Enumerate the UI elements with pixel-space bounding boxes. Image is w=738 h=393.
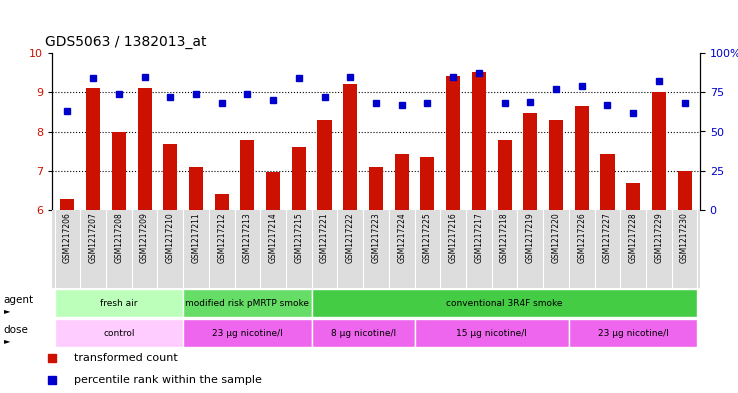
Text: GSM1217211: GSM1217211 xyxy=(191,212,201,263)
Text: GSM1217213: GSM1217213 xyxy=(243,212,252,263)
Text: modified risk pMRTP smoke: modified risk pMRTP smoke xyxy=(185,299,309,307)
Text: GSM1217216: GSM1217216 xyxy=(449,212,458,263)
Text: GSM1217215: GSM1217215 xyxy=(294,212,303,263)
Bar xyxy=(266,172,280,210)
Text: GSM1217210: GSM1217210 xyxy=(166,212,175,263)
Text: control: control xyxy=(103,329,134,338)
Text: GSM1217229: GSM1217229 xyxy=(655,212,663,263)
Bar xyxy=(343,84,357,210)
Text: fresh air: fresh air xyxy=(100,299,137,307)
Text: ►: ► xyxy=(4,336,10,345)
Bar xyxy=(292,147,306,210)
Text: GSM1217219: GSM1217219 xyxy=(525,212,535,263)
Text: 15 μg nicotine/l: 15 μg nicotine/l xyxy=(456,329,527,338)
Bar xyxy=(652,92,666,210)
Bar xyxy=(55,319,183,347)
Bar xyxy=(189,167,203,210)
Bar xyxy=(317,120,331,210)
Text: GSM1217228: GSM1217228 xyxy=(629,212,638,263)
Bar xyxy=(61,199,75,210)
Bar xyxy=(472,72,486,210)
Text: agent: agent xyxy=(4,295,34,305)
Text: GSM1217206: GSM1217206 xyxy=(63,212,72,263)
Bar xyxy=(86,88,100,210)
Bar xyxy=(311,319,415,347)
Text: GDS5063 / 1382013_at: GDS5063 / 1382013_at xyxy=(44,35,206,49)
Bar xyxy=(215,193,229,210)
Text: GSM1217227: GSM1217227 xyxy=(603,212,612,263)
Bar xyxy=(137,88,151,210)
Text: GSM1217230: GSM1217230 xyxy=(680,212,689,263)
Text: GSM1217220: GSM1217220 xyxy=(551,212,560,263)
Text: conventional 3R4F smoke: conventional 3R4F smoke xyxy=(446,299,563,307)
Bar xyxy=(395,154,409,210)
Text: 23 μg nicotine/l: 23 μg nicotine/l xyxy=(598,329,669,338)
Text: dose: dose xyxy=(4,325,29,335)
Bar xyxy=(626,183,640,210)
Text: GSM1217207: GSM1217207 xyxy=(89,212,97,263)
Bar xyxy=(421,157,435,210)
Bar xyxy=(55,288,183,318)
Text: GSM1217218: GSM1217218 xyxy=(500,212,509,263)
Bar xyxy=(163,144,177,210)
Bar xyxy=(497,140,511,210)
Bar xyxy=(241,140,255,210)
Text: GSM1217217: GSM1217217 xyxy=(475,212,483,263)
Text: 8 μg nicotine/l: 8 μg nicotine/l xyxy=(331,329,396,338)
Text: GSM1217221: GSM1217221 xyxy=(320,212,329,263)
Text: 23 μg nicotine/l: 23 μg nicotine/l xyxy=(212,329,283,338)
Bar xyxy=(183,319,311,347)
Text: GSM1217214: GSM1217214 xyxy=(269,212,277,263)
Bar xyxy=(111,132,126,210)
Text: GSM1217208: GSM1217208 xyxy=(114,212,123,263)
Bar xyxy=(677,171,692,210)
Bar xyxy=(311,288,697,318)
Text: GSM1217226: GSM1217226 xyxy=(577,212,586,263)
Text: GSM1217222: GSM1217222 xyxy=(346,212,355,263)
Bar xyxy=(415,319,569,347)
Bar xyxy=(369,167,383,210)
Text: GSM1217212: GSM1217212 xyxy=(217,212,227,263)
Text: GSM1217223: GSM1217223 xyxy=(371,212,381,263)
Bar xyxy=(569,319,697,347)
Text: GSM1217209: GSM1217209 xyxy=(140,212,149,263)
Bar xyxy=(183,288,311,318)
Text: transformed count: transformed count xyxy=(74,353,178,363)
Bar xyxy=(523,113,537,210)
Text: GSM1217225: GSM1217225 xyxy=(423,212,432,263)
Bar xyxy=(446,76,461,210)
Bar xyxy=(600,154,615,210)
Bar xyxy=(549,120,563,210)
Text: ►: ► xyxy=(4,306,10,315)
Text: percentile rank within the sample: percentile rank within the sample xyxy=(74,375,262,385)
Text: GSM1217224: GSM1217224 xyxy=(397,212,406,263)
Bar xyxy=(575,106,589,210)
